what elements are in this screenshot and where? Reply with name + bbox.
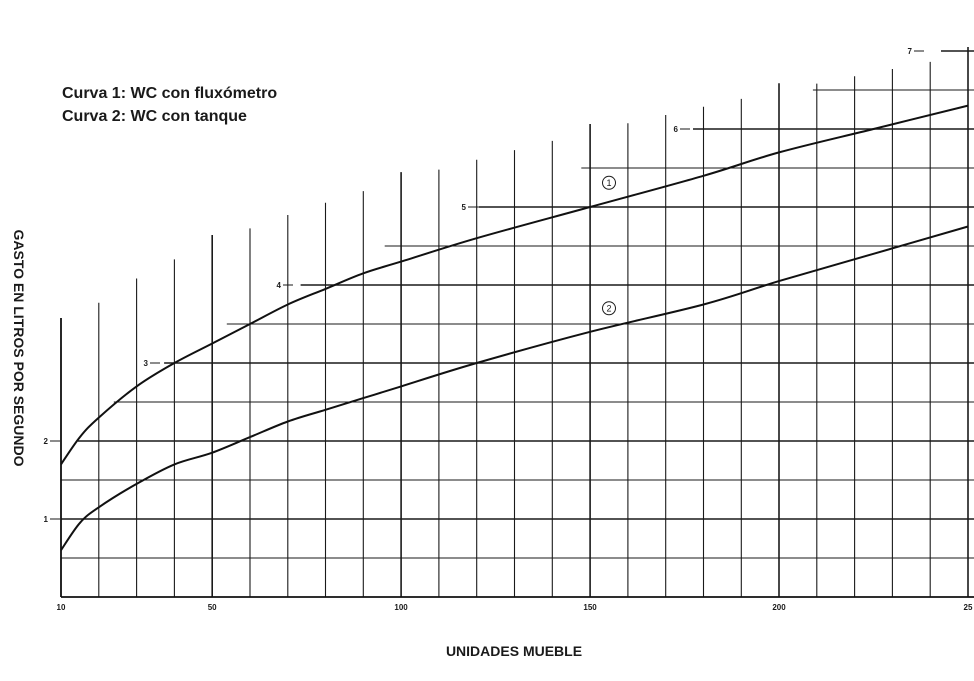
- x-tick-label: 200: [772, 603, 786, 612]
- y-axis-title: GASTO EN LITROS POR SEGUNDO: [11, 230, 27, 467]
- y-tick-label: 6: [674, 125, 679, 134]
- y-tick-label: 5: [462, 203, 467, 212]
- curves: 12: [60, 104, 969, 551]
- y-tick-label: 1: [44, 515, 49, 524]
- curve-marker-circle: [602, 301, 616, 316]
- x-tick-label: 25: [964, 603, 973, 612]
- series-curve-2: [60, 225, 969, 551]
- y-tick-label: 3: [144, 359, 149, 368]
- y-tick-label: 7: [908, 47, 913, 56]
- series-curve-1: [60, 104, 969, 465]
- grid-lines: [60, 47, 974, 597]
- curve-marker-label: 1: [606, 178, 611, 188]
- x-tick-label: 50: [208, 603, 217, 612]
- y-tick-label: 2: [44, 437, 49, 446]
- legend-entry-1: Curva 1: WC con fluxómetro: [62, 85, 277, 102]
- curve-marker-circle: [602, 175, 616, 190]
- y-tick-label: 4: [277, 281, 282, 290]
- x-tick-label: 100: [394, 603, 408, 612]
- curve-marker-label: 2: [606, 303, 611, 313]
- x-tick-label: 10: [57, 603, 66, 612]
- axes: [60, 318, 974, 598]
- x-tick-label: 150: [583, 603, 597, 612]
- x-axis-title: UNIDADES MUEBLE: [446, 643, 582, 659]
- legend-entry-2: Curva 2: WC con tanque: [62, 108, 247, 125]
